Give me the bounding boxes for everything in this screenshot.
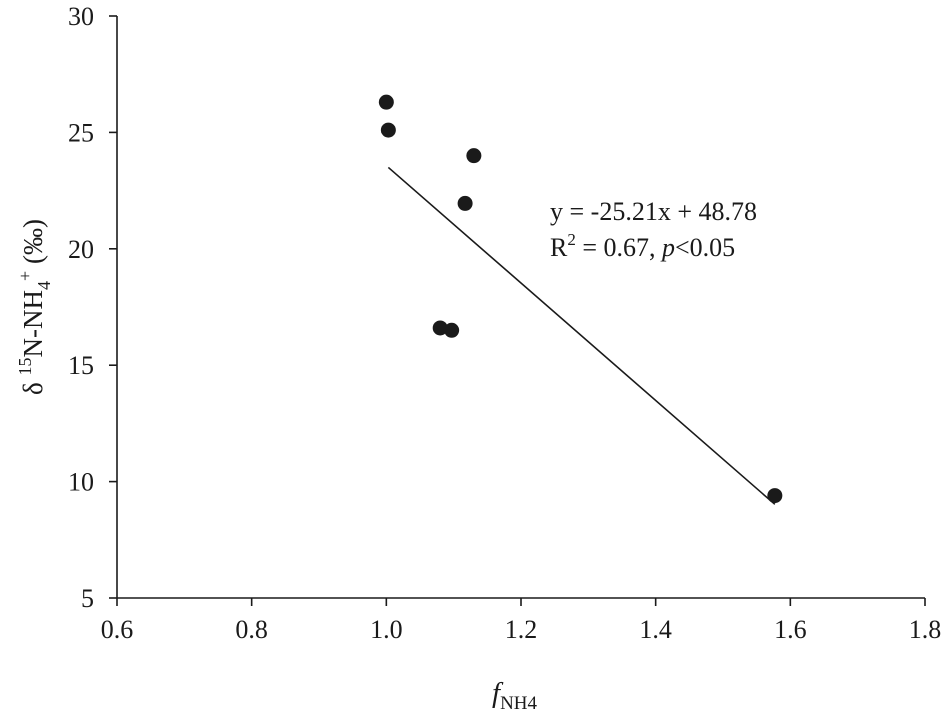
y-tick-label: 5 [81,584,94,613]
x-tick-label: 1.8 [909,615,942,644]
data-point [380,122,396,138]
x-tick-label: 1.4 [639,615,672,644]
data-point [432,320,448,336]
y-axis-label: δ 15N-NH4+ (‰) [15,219,54,395]
regression-line [387,166,776,505]
y-tick-label: 10 [68,468,94,497]
data-point [457,195,473,211]
x-tick-label: 1.0 [370,615,403,644]
x-axis-ticks: 0.6 0.8 1.0 1.2 1.4 1.6 1.8 [101,598,942,644]
y-tick-label: 30 [68,2,94,31]
data-point [466,148,482,164]
data-point [378,94,394,110]
y-axis-ticks: 5 10 15 20 25 30 [68,2,117,613]
y-tick-label: 25 [68,118,94,147]
x-tick-label: 1.2 [505,615,538,644]
plot-area: 0.6 0.8 1.0 1.2 1.4 1.6 1.8 5 10 15 20 25 30 [68,2,941,644]
x-axis-label: fNH4 [492,677,538,714]
x-tick-label: 0.6 [101,615,134,644]
data-points [378,94,783,504]
r-squared-annotation: R2 = 0.67, p<0.05 [550,230,735,262]
y-tick-label: 20 [68,235,94,264]
regression-equation: y = -25.21x + 48.78 [550,197,757,226]
x-tick-label: 0.8 [235,615,268,644]
data-point [444,322,460,338]
x-tick-label: 1.6 [774,615,807,644]
data-point [767,488,783,504]
y-tick-label: 15 [68,351,94,380]
